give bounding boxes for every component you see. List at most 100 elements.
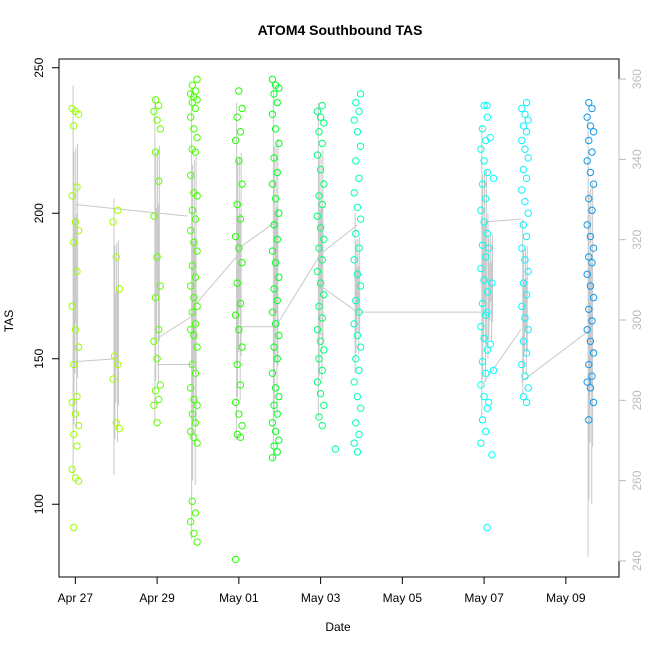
data-point bbox=[193, 133, 201, 142]
data-point bbox=[231, 232, 240, 241]
data-point bbox=[231, 136, 240, 145]
y-axis: 100 150 200 250 bbox=[32, 57, 60, 514]
data-point bbox=[188, 206, 196, 215]
data-point bbox=[320, 235, 328, 244]
data-point bbox=[271, 259, 280, 267]
data-point bbox=[190, 238, 198, 247]
data-point bbox=[586, 232, 595, 241]
data-point bbox=[191, 509, 200, 517]
data-point bbox=[193, 247, 201, 255]
data-point bbox=[275, 209, 283, 217]
data-point bbox=[350, 378, 358, 386]
data-point bbox=[109, 218, 117, 226]
data-point bbox=[320, 119, 328, 127]
data-point bbox=[522, 98, 531, 107]
data-point bbox=[585, 360, 593, 369]
data-point bbox=[238, 421, 246, 430]
data-point bbox=[320, 180, 328, 188]
data-point bbox=[190, 293, 198, 302]
right-y-tick-label: 300 bbox=[630, 310, 644, 330]
data-point bbox=[521, 314, 529, 322]
data-point bbox=[480, 218, 488, 226]
y-axis-label: TAS bbox=[2, 310, 16, 332]
data-point bbox=[518, 136, 526, 145]
data-point bbox=[524, 154, 532, 162]
data-point bbox=[524, 325, 532, 334]
data-point bbox=[188, 410, 196, 418]
data-point bbox=[155, 177, 163, 185]
data-point bbox=[70, 360, 78, 369]
data-point bbox=[589, 349, 598, 357]
connector-line bbox=[520, 329, 591, 383]
data-point bbox=[74, 226, 83, 235]
data-point bbox=[477, 206, 485, 215]
data-point bbox=[112, 419, 120, 427]
data-point bbox=[235, 244, 243, 252]
data-point bbox=[191, 104, 200, 113]
data-point bbox=[320, 401, 328, 410]
data-point bbox=[236, 381, 245, 389]
data-point bbox=[313, 107, 322, 116]
data-point bbox=[483, 523, 491, 532]
data-point bbox=[488, 279, 496, 287]
data-point bbox=[190, 529, 198, 538]
data-point bbox=[275, 273, 283, 281]
data-point bbox=[268, 419, 277, 427]
connector-line bbox=[484, 218, 521, 223]
data-point bbox=[151, 148, 160, 156]
data-point bbox=[315, 128, 323, 136]
connector-line bbox=[75, 358, 117, 363]
data-point bbox=[236, 299, 245, 308]
data-point bbox=[270, 285, 278, 293]
data-point bbox=[486, 133, 494, 142]
data-point bbox=[71, 410, 80, 418]
data-point bbox=[233, 279, 241, 287]
data-point bbox=[586, 168, 595, 177]
data-point bbox=[155, 101, 163, 110]
data-point bbox=[488, 451, 496, 459]
data-point bbox=[273, 168, 281, 177]
data-point bbox=[521, 110, 529, 118]
y-tick-label: 150 bbox=[32, 348, 46, 368]
data-point bbox=[150, 212, 158, 220]
data-point bbox=[273, 410, 281, 418]
data-point bbox=[315, 302, 323, 311]
data-point bbox=[480, 157, 488, 165]
data-point bbox=[315, 244, 323, 252]
x-tick-label: Apr 29 bbox=[139, 591, 175, 605]
data-point bbox=[521, 145, 529, 153]
data-point bbox=[518, 244, 526, 252]
data-point bbox=[188, 98, 196, 107]
data-point bbox=[186, 171, 195, 180]
data-point bbox=[483, 101, 491, 110]
data-point bbox=[70, 430, 78, 439]
data-point bbox=[190, 331, 198, 340]
data-point bbox=[235, 157, 243, 165]
data-point bbox=[238, 180, 246, 188]
data-point bbox=[231, 555, 240, 564]
data-point bbox=[588, 372, 596, 380]
data-point bbox=[313, 378, 322, 386]
data-point bbox=[486, 340, 494, 348]
data-point bbox=[353, 203, 362, 212]
data-point bbox=[524, 209, 532, 217]
data-point bbox=[353, 448, 362, 456]
connector-line bbox=[275, 253, 322, 327]
data-point bbox=[70, 122, 78, 130]
right-y-tick-label: 360 bbox=[630, 69, 644, 89]
data-point bbox=[320, 346, 328, 354]
data-point bbox=[586, 337, 595, 345]
data-point bbox=[193, 75, 201, 84]
data-point bbox=[316, 389, 325, 398]
data-point bbox=[585, 253, 593, 261]
data-point bbox=[268, 75, 277, 84]
connector-line bbox=[75, 204, 188, 217]
data-point bbox=[275, 331, 283, 340]
data-point bbox=[150, 107, 158, 116]
data-point bbox=[480, 101, 488, 110]
data-point bbox=[519, 221, 528, 229]
data-point bbox=[585, 416, 593, 424]
data-point bbox=[522, 128, 531, 136]
data-point bbox=[71, 218, 80, 226]
data-point bbox=[318, 421, 326, 430]
